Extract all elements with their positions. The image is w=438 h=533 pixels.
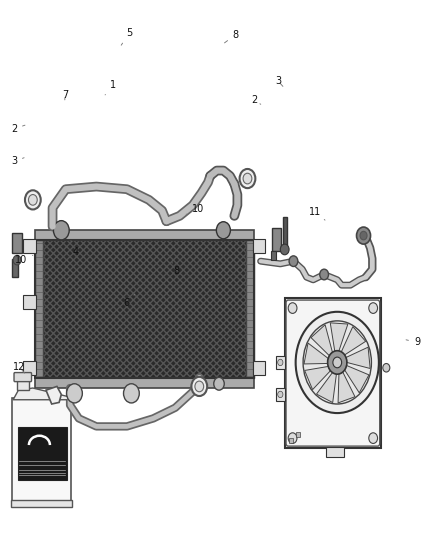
Circle shape	[28, 195, 37, 205]
Text: 11: 11	[309, 207, 325, 220]
Polygon shape	[330, 323, 348, 351]
Circle shape	[320, 269, 328, 280]
FancyBboxPatch shape	[14, 373, 32, 382]
Bar	[35, 240, 254, 378]
Circle shape	[67, 384, 82, 403]
Circle shape	[240, 169, 255, 188]
Bar	[11, 500, 72, 507]
Circle shape	[333, 357, 342, 368]
Bar	[35, 240, 43, 378]
Circle shape	[360, 231, 367, 240]
Text: 5: 5	[121, 28, 132, 45]
Polygon shape	[46, 386, 61, 404]
Circle shape	[278, 359, 283, 366]
Circle shape	[214, 377, 224, 390]
Text: 8: 8	[225, 30, 239, 43]
Text: 10: 10	[186, 204, 204, 214]
Circle shape	[328, 351, 347, 374]
FancyBboxPatch shape	[12, 398, 71, 503]
Text: 8: 8	[172, 263, 179, 276]
Polygon shape	[345, 366, 369, 393]
Bar	[296, 432, 300, 437]
Bar	[23, 239, 36, 253]
Bar	[35, 378, 254, 388]
Text: 2: 2	[251, 95, 261, 105]
Circle shape	[124, 384, 139, 403]
Bar	[35, 230, 254, 240]
Circle shape	[288, 303, 297, 313]
Bar	[283, 217, 287, 245]
Circle shape	[369, 303, 378, 313]
Polygon shape	[317, 373, 336, 402]
Bar	[23, 361, 36, 375]
Text: 12: 12	[13, 362, 25, 373]
Text: 9: 9	[406, 337, 420, 347]
Bar	[17, 379, 29, 390]
Circle shape	[278, 391, 283, 398]
Circle shape	[25, 190, 41, 209]
Bar	[276, 356, 285, 369]
Text: 6: 6	[123, 294, 135, 308]
Polygon shape	[341, 327, 366, 355]
Bar	[253, 361, 265, 375]
Circle shape	[216, 222, 230, 239]
Polygon shape	[13, 388, 70, 400]
Text: 3: 3	[275, 76, 283, 86]
Bar	[23, 295, 36, 309]
Polygon shape	[311, 325, 332, 356]
Circle shape	[53, 221, 69, 240]
Circle shape	[369, 433, 378, 443]
Circle shape	[288, 433, 297, 443]
Bar	[12, 259, 18, 277]
Circle shape	[296, 312, 379, 413]
Circle shape	[13, 255, 21, 265]
Circle shape	[357, 227, 371, 244]
Polygon shape	[304, 343, 328, 364]
Circle shape	[243, 173, 252, 184]
Text: 3: 3	[11, 157, 24, 166]
Bar	[12, 233, 22, 253]
Polygon shape	[305, 367, 330, 390]
Text: 7: 7	[62, 90, 68, 100]
Bar	[276, 388, 285, 401]
Circle shape	[280, 244, 289, 255]
Bar	[272, 228, 281, 251]
Polygon shape	[338, 372, 355, 403]
Bar	[253, 239, 265, 253]
Bar	[35, 240, 254, 378]
Bar	[18, 427, 67, 480]
Circle shape	[303, 321, 371, 404]
Bar	[326, 447, 344, 457]
Text: 10: 10	[15, 255, 33, 265]
Bar	[271, 251, 276, 260]
Text: 2: 2	[11, 124, 25, 134]
Circle shape	[191, 377, 207, 396]
Circle shape	[289, 256, 298, 266]
Circle shape	[195, 381, 204, 392]
Bar	[35, 240, 254, 378]
Text: 1: 1	[105, 80, 116, 95]
Polygon shape	[346, 347, 370, 368]
Text: 4: 4	[71, 241, 79, 256]
Bar	[246, 240, 254, 378]
Circle shape	[383, 364, 390, 372]
Bar	[285, 298, 381, 448]
Bar	[289, 438, 293, 443]
